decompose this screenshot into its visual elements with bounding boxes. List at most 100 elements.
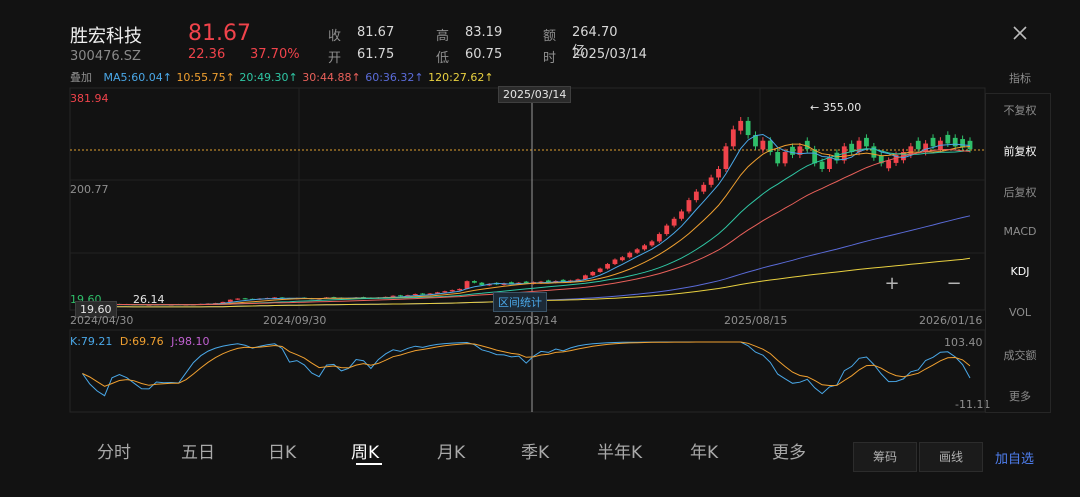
side-item-indicator[interactable]: 指标 <box>1009 72 1031 85</box>
side-item-turnover[interactable]: 成交额 <box>1003 349 1037 362</box>
candle-down <box>960 139 966 148</box>
candle-up <box>716 168 721 178</box>
ma-line <box>82 133 971 306</box>
ma-legend: 叠加 MA5:60.04↑ 10:55.75↑ 20:49.30↑ 30:44.… <box>70 69 495 85</box>
candle-up <box>908 146 914 155</box>
kdj-axis-high: 103.40 <box>944 336 983 349</box>
candle-up <box>235 298 241 300</box>
candle-up <box>619 257 625 261</box>
tab-weekly[interactable]: 周K <box>351 443 380 463</box>
tab-daily[interactable]: 日K <box>268 443 297 463</box>
price-change-pct: 37.70% <box>250 47 300 62</box>
candle-down <box>545 280 551 283</box>
candle-up <box>708 177 714 185</box>
add-watchlist-button[interactable]: 加自选 <box>995 452 1035 467</box>
kdj-d-value: D:69.76 <box>119 335 164 348</box>
candle-up <box>146 304 152 306</box>
high-label: 高 <box>436 29 450 44</box>
tab-half-year[interactable]: 半年K <box>597 443 643 463</box>
amount-label: 额 <box>543 29 557 44</box>
candle-down <box>812 149 818 164</box>
candle-down <box>775 152 781 164</box>
candle-up <box>760 140 766 150</box>
stock-price: 81.67 <box>188 21 251 46</box>
kdj-line <box>82 341 971 387</box>
zoom-in-icon[interactable]: + <box>884 273 900 294</box>
candle-down <box>878 155 884 164</box>
side-item-forward-adjust[interactable]: 前复权 <box>1003 145 1037 158</box>
min-price-marker: 26.14 <box>133 293 165 306</box>
close-icon[interactable] <box>1010 23 1030 43</box>
tab-monthly[interactable]: 月K <box>437 443 466 463</box>
side-item-vol[interactable]: VOL <box>1008 306 1032 319</box>
candle-up <box>627 252 633 258</box>
candle-down <box>560 279 566 282</box>
candle-up <box>656 234 662 242</box>
tab-five-day[interactable]: 五日 <box>181 443 215 463</box>
chips-button[interactable]: 筹码 <box>853 442 917 472</box>
date-label: 2026/01/16 <box>919 314 983 327</box>
side-menu-panel <box>985 93 1051 413</box>
crosshair-date-label: 2025/03/14 <box>498 86 572 103</box>
candle-up <box>442 291 448 293</box>
date-label: 2024/09/30 <box>263 314 327 327</box>
date-label: 2025/03/14 <box>494 314 558 327</box>
candle-down <box>945 134 951 144</box>
kdj-lines <box>81 341 971 397</box>
side-item-more[interactable]: 更多 <box>1009 390 1031 403</box>
tab-intraday[interactable]: 分时 <box>97 443 131 463</box>
candle-up <box>886 160 892 169</box>
ma10-value: 10:55.75↑ <box>176 71 235 84</box>
candle-down <box>915 140 921 150</box>
amount-value: 264.70亿 <box>572 25 618 59</box>
candle-up <box>582 275 588 280</box>
tab-more[interactable]: 更多 <box>772 443 806 463</box>
low-label: 低 <box>436 51 450 66</box>
candle-up <box>686 200 692 212</box>
candle-down <box>745 120 751 136</box>
date-label: 2025/08/15 <box>724 314 788 327</box>
tab-quarterly[interactable]: 季K <box>521 443 550 463</box>
low-value: 60.75 <box>465 47 503 62</box>
side-item-no-adjust[interactable]: 不复权 <box>1003 104 1037 117</box>
side-item-kdj[interactable]: KDJ <box>1010 265 1030 278</box>
candle-down <box>523 281 529 284</box>
candle-up <box>701 184 707 192</box>
candle-down <box>472 281 477 283</box>
range-stats-button[interactable]: 区间统计 <box>493 292 547 312</box>
candle-up <box>634 249 640 253</box>
candle-up <box>730 129 736 147</box>
draw-line-button[interactable]: 画线 <box>919 442 983 472</box>
candle-up <box>782 152 788 164</box>
ma20-value: 20:49.30↑ <box>239 71 298 84</box>
side-item-backward-adjust[interactable]: 后复权 <box>1003 186 1037 199</box>
time-value: 2025/03/14 <box>572 47 647 62</box>
open-label: 开 <box>328 51 342 66</box>
quote-panel: 收 81.67 开 61.75 高 83.19 低 60.75 额 264.70… <box>0 0 647 66</box>
tab-yearly[interactable]: 年K <box>690 443 719 463</box>
candle-up <box>464 281 470 289</box>
candle-up <box>679 211 684 219</box>
y-axis-high: 381.94 <box>70 92 109 105</box>
kdj-j-value: J:98.10 <box>171 335 210 348</box>
open-value: 61.75 <box>357 47 395 62</box>
candle-up <box>923 143 929 153</box>
candle-up <box>220 301 226 304</box>
stock-code: 300476.SZ <box>70 49 141 64</box>
candle-up <box>405 295 411 297</box>
ma120-value: 120:27.62↑ <box>428 71 494 84</box>
candle-up <box>449 290 455 292</box>
candle-down <box>479 282 485 285</box>
candle-down <box>819 161 825 169</box>
candle-up <box>390 295 396 297</box>
side-item-macd[interactable]: MACD <box>1003 225 1037 238</box>
candle-down <box>930 137 936 147</box>
candle-down <box>804 140 810 150</box>
ma30-value: 30:44.88↑ <box>302 71 361 84</box>
candle-up <box>590 271 596 276</box>
candle-up <box>227 299 233 302</box>
zoom-out-icon[interactable]: − <box>946 273 962 294</box>
y-axis-mid: 200.77 <box>70 183 109 196</box>
kdj-axis-low: -11.11 <box>955 398 991 411</box>
